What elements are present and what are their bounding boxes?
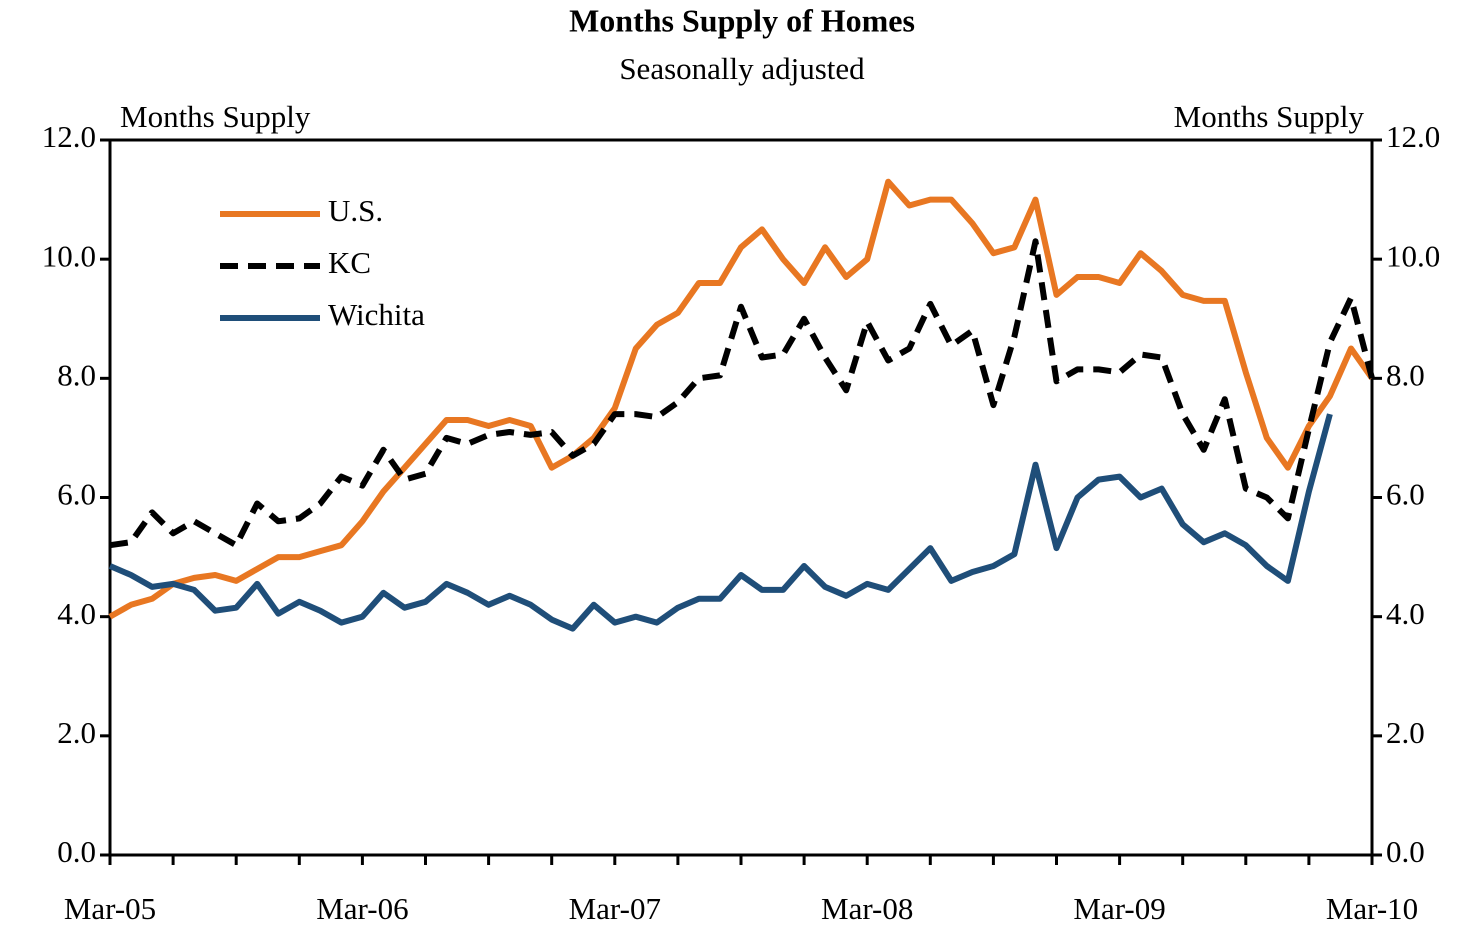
y-tick-label: 4.0 — [57, 596, 96, 631]
y2-tick-label: 4.0 — [1386, 596, 1425, 631]
y-tick-label: 2.0 — [57, 715, 96, 750]
x-tick-label: Mar-07 — [569, 891, 661, 926]
x-tick-label: Mar-08 — [821, 891, 913, 926]
y2-tick-label: 2.0 — [1386, 715, 1425, 750]
y2-tick-label: 0.0 — [1386, 834, 1425, 869]
x-tick-label: Mar-09 — [1073, 891, 1165, 926]
y-tick-label: 12.0 — [42, 119, 96, 154]
chart-subtitle: Seasonally adjusted — [619, 51, 865, 86]
y2-tick-label: 12.0 — [1386, 119, 1440, 154]
y2-tick-label: 8.0 — [1386, 357, 1425, 392]
y2-tick-label: 10.0 — [1386, 238, 1440, 273]
y2-axis-label: Months Supply — [1174, 99, 1365, 134]
y-axis-label: Months Supply — [120, 99, 311, 134]
line-series — [108, 178, 1375, 620]
x-tick-label: Mar-06 — [316, 891, 408, 926]
y-tick-label: 10.0 — [42, 238, 96, 273]
legend-label: U.S. — [328, 193, 383, 228]
y-tick-label: 8.0 — [57, 357, 96, 392]
legend-label: Wichita — [328, 297, 425, 332]
y2-tick-label: 6.0 — [1386, 477, 1425, 512]
chart-title: Months Supply of Homes — [569, 2, 915, 38]
y-tick-label: 0.0 — [57, 834, 96, 869]
line-series — [108, 413, 1333, 632]
line-series — [109, 238, 1375, 549]
x-tick-label: Mar-10 — [1326, 891, 1418, 926]
x-tick-label: Mar-05 — [64, 891, 156, 926]
y-tick-label: 6.0 — [57, 477, 96, 512]
legend-label: KC — [328, 245, 371, 280]
